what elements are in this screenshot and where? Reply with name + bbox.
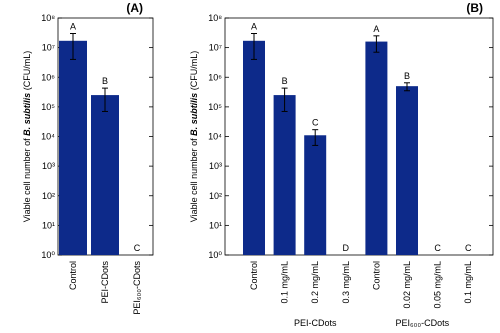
y-label-part: Viable cell number of [22, 136, 32, 222]
y-label-part: (CFU/mL) [22, 51, 32, 93]
y-label-part: B. subtilis [189, 93, 199, 136]
letter-label: C [465, 243, 472, 253]
x-tick-label: 0.05 mg/mL [433, 261, 443, 309]
bar [243, 40, 265, 256]
y-tick-label: 10⁶ [208, 72, 222, 82]
y-label-part: B. subtilis [22, 93, 32, 136]
y-tick-label: 10³ [209, 161, 222, 171]
x-tick-label: Control [68, 261, 78, 290]
letter-label: A [251, 21, 257, 31]
y-tick-label: 10² [42, 191, 55, 201]
y-tick-label: 10⁶ [41, 72, 55, 82]
y-tick-label: 10⁰ [208, 250, 222, 260]
bar [396, 86, 418, 255]
x-tick-label: 0.1 mg/mL [463, 261, 473, 304]
x-tick-label: 0.2 mg/mL [310, 261, 320, 304]
x-tick-label: PEI₆₀₀-CDots [132, 261, 142, 315]
letter-label: C [312, 118, 319, 128]
letter-label: D [343, 243, 350, 253]
panel-title: (A) [126, 1, 143, 15]
y-label-part: Viable cell number of [189, 136, 199, 222]
y-axis-label: Viable cell number of B. subtilis (CFU/m… [22, 51, 32, 222]
y-label-part: (CFU/mL) [189, 51, 199, 93]
y-tick-label: 10⁰ [41, 250, 55, 260]
group-label: PEI₆₀₀-CDots [395, 318, 449, 328]
bar [91, 95, 119, 255]
y-tick-label: 10⁵ [41, 102, 55, 112]
letter-label: A [373, 24, 379, 34]
letter-label: A [70, 21, 76, 31]
y-axis-label: Viable cell number of B. subtilis (CFU/m… [189, 51, 199, 222]
y-tick-label: 10⁵ [208, 102, 222, 112]
y-tick-label: 10² [209, 191, 222, 201]
letter-label: B [404, 71, 410, 81]
x-tick-label: Control [249, 261, 259, 290]
bar [273, 95, 296, 255]
x-tick-label: 0.02 mg/mL [402, 261, 412, 309]
letter-label: B [102, 76, 108, 86]
y-tick-label: 10⁷ [42, 43, 55, 53]
panel-title: (B) [466, 1, 483, 15]
bar [304, 135, 327, 255]
x-tick-label: Control [371, 261, 381, 290]
bar [365, 41, 388, 256]
y-tick-label: 10³ [42, 161, 55, 171]
y-tick-label: 10⁸ [41, 13, 55, 23]
y-tick-label: 10⁴ [41, 132, 55, 142]
y-tick-label: 10⁸ [208, 13, 222, 23]
group-label: PEI-CDots [294, 318, 337, 328]
axes-frame [224, 17, 494, 256]
x-tick-label: PEI-CDots [100, 261, 110, 304]
y-tick-label: 10⁴ [208, 132, 222, 142]
bar [59, 40, 87, 256]
y-tick-label: 10¹ [209, 220, 222, 230]
x-tick-label: 0.3 mg/mL [341, 261, 351, 304]
y-tick-label: 10⁷ [209, 43, 222, 53]
letter-label: C [434, 243, 441, 253]
letter-label: B [282, 76, 288, 86]
y-tick-label: 10¹ [42, 220, 55, 230]
letter-label: C [134, 243, 141, 253]
x-tick-label: 0.1 mg/mL [280, 261, 290, 304]
